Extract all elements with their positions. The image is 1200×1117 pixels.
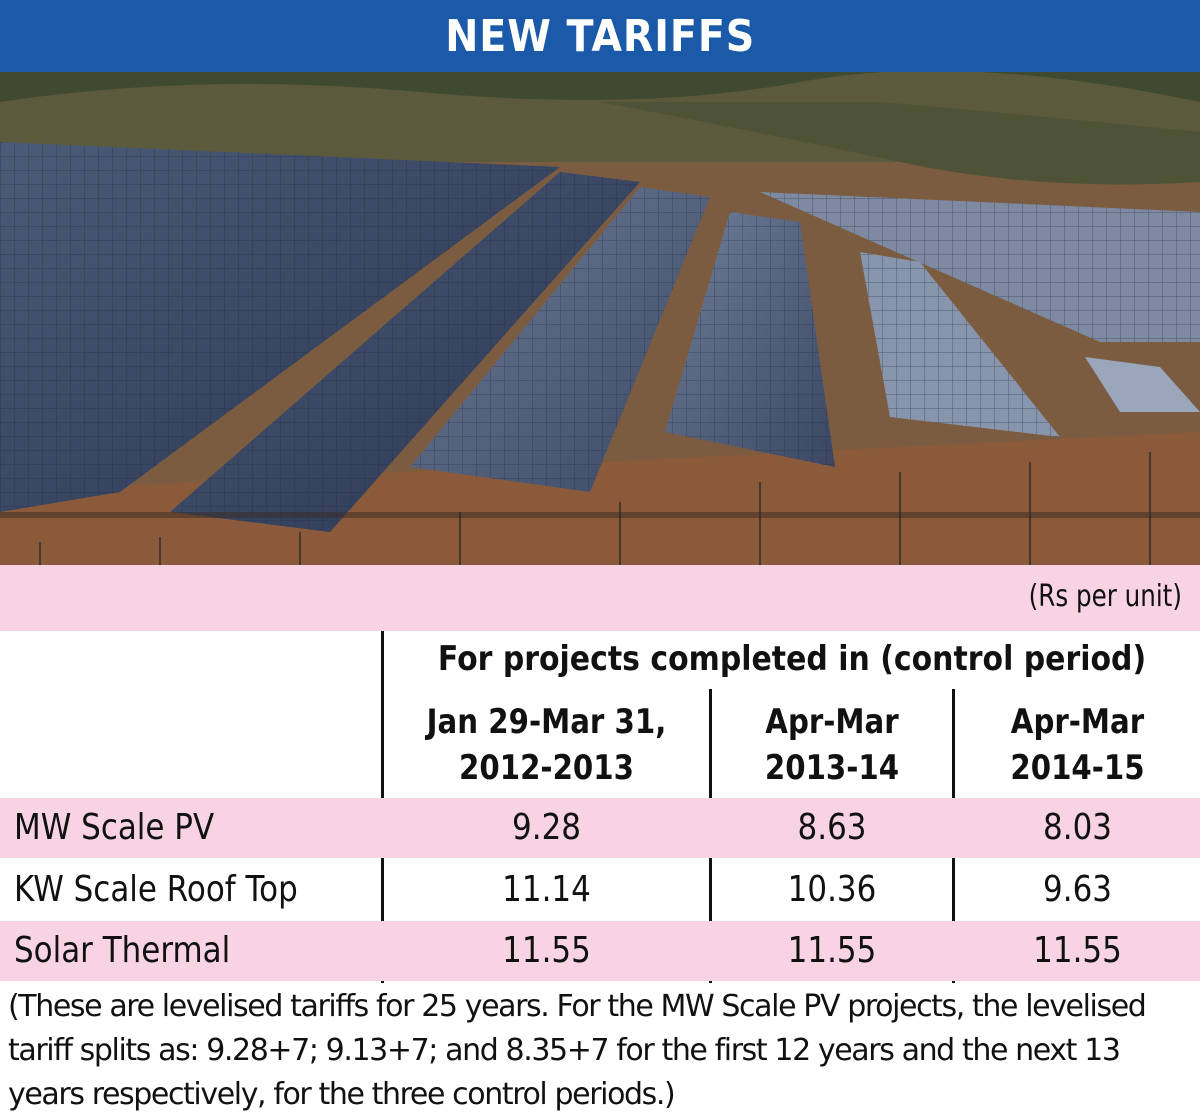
tariff-table: For projects completed in (control perio… — [0, 631, 1200, 983]
row-label: KW Scale Roof Top — [14, 869, 298, 910]
column-header: Apr-Mar 2014-15 — [1010, 702, 1145, 788]
table-cell: 11.55 — [502, 930, 591, 971]
table-super-header: For projects completed in (control perio… — [437, 639, 1147, 679]
units-label: (Rs per unit) — [1028, 579, 1182, 614]
table-cell: 11.55 — [1033, 930, 1122, 971]
row-label: Solar Thermal — [14, 930, 231, 971]
table-cell: 10.36 — [787, 869, 877, 910]
table-cell: 11.14 — [502, 869, 591, 910]
table-cell: 8.03 — [1043, 807, 1112, 848]
table-row: MW Scale PV 9.28 8.63 8.03 — [0, 798, 1200, 858]
table-row: KW Scale Roof Top 11.14 10.36 9.63 — [0, 860, 1200, 920]
table-cell: 9.28 — [512, 807, 581, 848]
table-cell: 8.63 — [797, 807, 867, 848]
column-header: Jan 29-Mar 31, 2012-2013 — [426, 702, 667, 788]
header-banner: NEW TARIFFS — [0, 0, 1200, 72]
table-cell: 9.63 — [1043, 869, 1112, 910]
table-row: Solar Thermal 11.55 11.55 11.55 — [0, 921, 1200, 981]
units-band: (Rs per unit) — [0, 565, 1200, 631]
page-title: NEW TARIFFS — [445, 10, 755, 62]
table-cell: 11.55 — [787, 930, 877, 971]
solar-farm-photo — [0, 72, 1200, 565]
footnote: (These are levelised tariffs for 25 year… — [8, 989, 1147, 1112]
column-header: Apr-Mar 2013-14 — [764, 702, 900, 788]
row-label: MW Scale PV — [14, 807, 215, 848]
